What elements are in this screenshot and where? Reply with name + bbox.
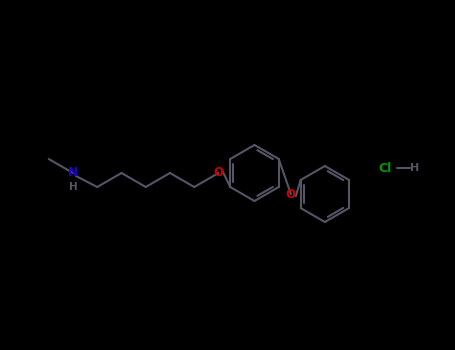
Text: H: H	[410, 163, 420, 173]
Text: Cl: Cl	[379, 161, 392, 175]
Text: O: O	[286, 188, 296, 201]
Text: N: N	[68, 167, 78, 180]
Text: O: O	[213, 167, 223, 180]
Text: H: H	[69, 182, 77, 192]
